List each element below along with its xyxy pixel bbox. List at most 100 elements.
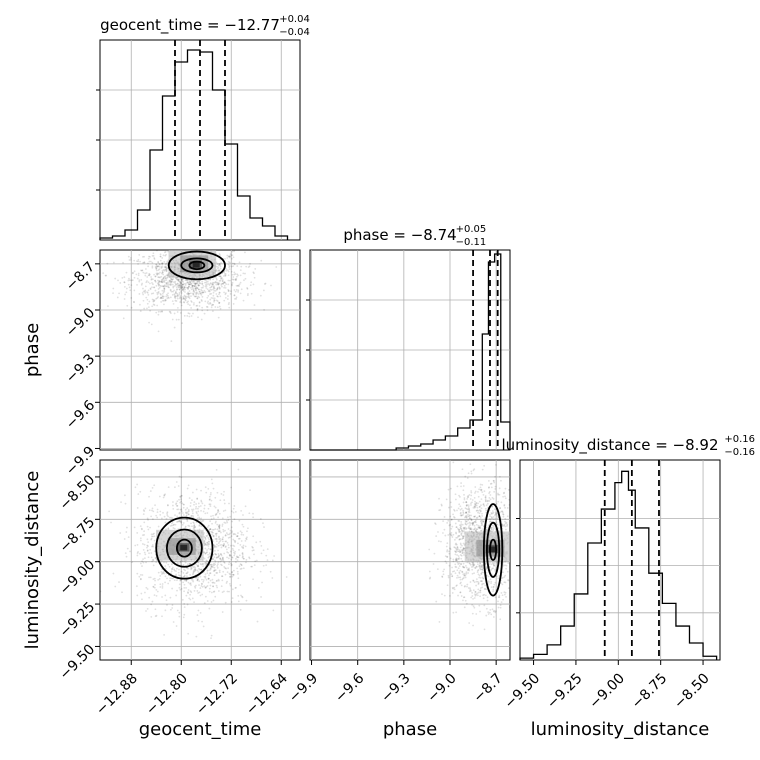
scatter-point xyxy=(227,279,230,282)
scatter-point xyxy=(179,281,181,283)
scatter-point xyxy=(215,278,218,281)
scatter-point xyxy=(465,566,468,569)
scatter-point xyxy=(186,511,189,513)
scatter-point xyxy=(187,563,189,566)
scatter-point xyxy=(192,515,194,517)
scatter-point xyxy=(150,278,153,281)
scatter-point xyxy=(213,297,216,300)
scatter-point xyxy=(202,565,204,568)
scatter-point xyxy=(273,555,276,557)
scatter-point xyxy=(491,505,493,508)
scatter-point xyxy=(166,262,169,264)
scatter-point xyxy=(188,292,191,295)
scatter-point xyxy=(146,280,148,282)
scatter-point xyxy=(178,568,180,571)
scatter-point xyxy=(214,306,217,308)
scatter-point xyxy=(161,583,164,585)
scatter-point xyxy=(463,554,465,556)
scatter-point xyxy=(129,289,132,292)
scatter-point xyxy=(233,262,236,265)
scatter-point xyxy=(469,517,471,519)
panel-2d-luminosity_distance_vs_phase xyxy=(309,459,514,661)
scatter-point xyxy=(506,570,509,573)
scatter-point xyxy=(196,287,199,289)
scatter-point xyxy=(224,293,227,296)
scatter-point xyxy=(265,554,268,557)
scatter-point xyxy=(478,566,481,569)
scatter-point xyxy=(169,608,172,611)
scatter-point xyxy=(174,514,176,517)
scatter-point xyxy=(231,588,234,591)
scatter-point xyxy=(217,544,220,547)
scatter-point xyxy=(500,601,503,604)
scatter-point xyxy=(214,552,217,555)
scatter-point xyxy=(182,298,185,300)
scatter-point xyxy=(147,541,150,544)
scatter-point xyxy=(154,583,156,586)
scatter-point xyxy=(239,608,242,611)
scatter-point xyxy=(190,307,193,309)
scatter-point xyxy=(138,575,141,578)
scatter-point xyxy=(214,280,217,283)
scatter-point xyxy=(198,567,200,570)
scatter-point xyxy=(174,246,176,248)
scatter-point xyxy=(492,616,495,618)
scatter-point xyxy=(196,309,199,312)
scatter-point xyxy=(466,495,469,498)
scatter-point xyxy=(158,263,161,266)
scatter-point xyxy=(455,559,458,562)
scatter-point xyxy=(197,565,199,568)
scatter-point xyxy=(242,547,245,550)
scatter-point xyxy=(230,526,233,529)
scatter-point xyxy=(133,276,136,279)
scatter-point xyxy=(467,522,469,525)
scatter-point xyxy=(489,578,492,581)
scatter-point xyxy=(229,536,231,539)
scatter-point xyxy=(252,578,254,581)
scatter-point xyxy=(160,297,163,299)
scatter-point xyxy=(466,497,469,500)
scatter-point xyxy=(442,573,445,576)
scatter-point xyxy=(474,590,477,593)
scatter-point xyxy=(144,553,147,556)
scatter-point xyxy=(209,553,212,556)
scatter-point xyxy=(161,585,164,588)
scatter-point xyxy=(460,563,462,566)
scatter-point xyxy=(112,572,115,575)
scatter-point xyxy=(481,580,483,583)
scatter-point xyxy=(172,577,174,580)
scatter-point xyxy=(214,560,217,563)
scatter-point xyxy=(480,580,483,582)
panel-content xyxy=(100,468,288,640)
scatter-point xyxy=(194,288,197,291)
scatter-point xyxy=(196,308,199,311)
scatter-point xyxy=(144,591,146,594)
scatter-point xyxy=(234,540,237,543)
scatter-point xyxy=(451,592,454,594)
scatter-point xyxy=(142,293,145,296)
scatter-point xyxy=(152,299,155,301)
scatter-point xyxy=(184,525,187,528)
scatter-point xyxy=(187,300,190,303)
scatter-point xyxy=(238,537,241,540)
scatter-point xyxy=(450,518,453,521)
scatter-point xyxy=(187,581,190,584)
scatter-point xyxy=(154,279,157,282)
scatter-point xyxy=(232,533,235,536)
scatter-point xyxy=(447,534,450,536)
scatter-point xyxy=(269,570,272,573)
scatter-point xyxy=(179,287,182,289)
scatter-point xyxy=(462,511,465,514)
scatter-point xyxy=(482,503,485,505)
scatter-point xyxy=(453,515,455,518)
scatter-point xyxy=(475,502,478,504)
scatter-point xyxy=(512,526,514,528)
scatter-point xyxy=(440,504,443,507)
scatter-point xyxy=(156,244,158,246)
scatter-point xyxy=(473,572,475,575)
scatter-point xyxy=(179,561,182,563)
scatter-point xyxy=(217,283,220,286)
scatter-point xyxy=(202,625,205,628)
scatter-point xyxy=(157,261,160,264)
scatter-point xyxy=(231,547,234,550)
